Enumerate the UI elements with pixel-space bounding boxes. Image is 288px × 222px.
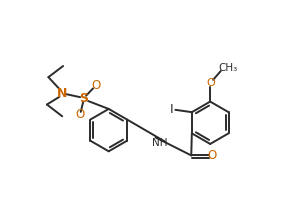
- Text: O: O: [75, 108, 85, 121]
- Text: S: S: [79, 92, 88, 105]
- Text: O: O: [91, 79, 101, 92]
- Text: O: O: [208, 149, 217, 162]
- Text: N: N: [56, 87, 67, 100]
- Text: I: I: [169, 103, 173, 116]
- Text: O: O: [206, 78, 215, 88]
- Text: NH: NH: [152, 138, 168, 148]
- Text: CH₃: CH₃: [219, 63, 238, 73]
